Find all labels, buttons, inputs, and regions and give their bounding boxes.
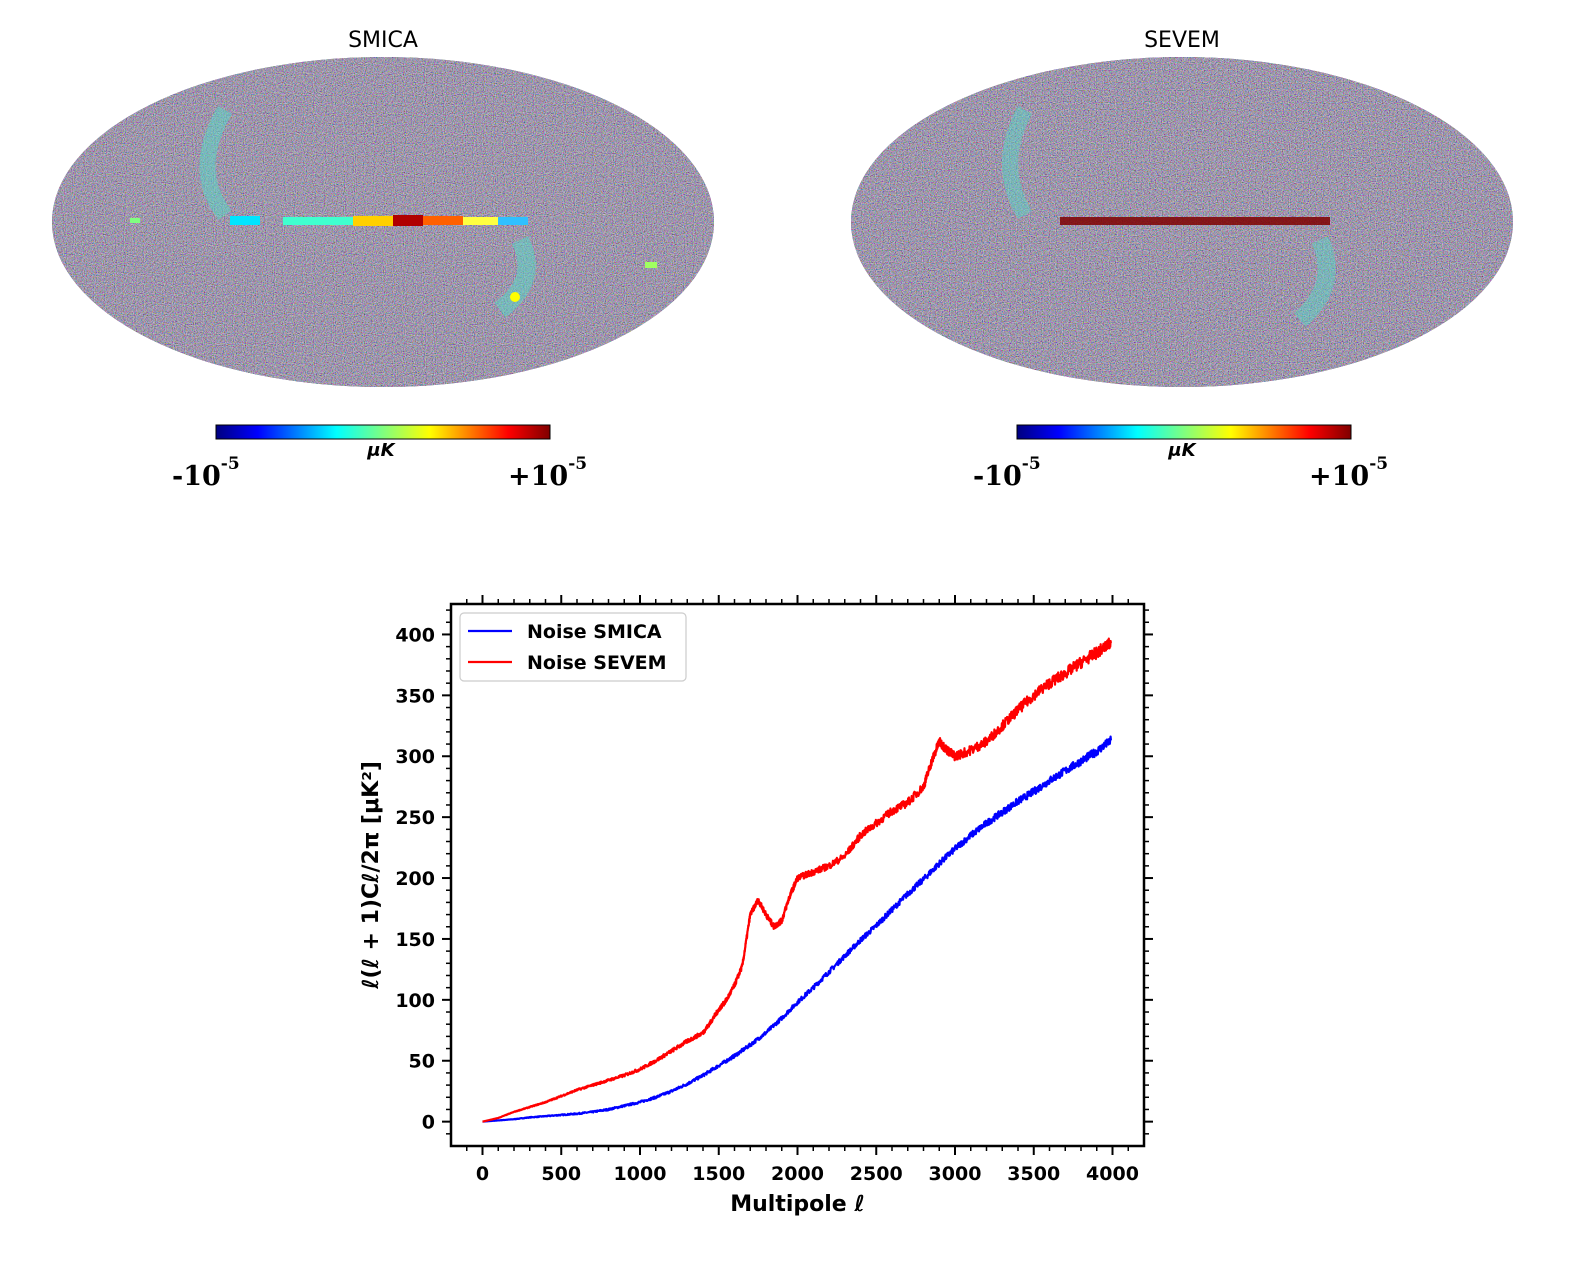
smica-colorbar-min: -10-5 — [172, 454, 240, 492]
y-tick-label: 100 — [395, 990, 435, 1012]
y-tick-label: 50 — [409, 1051, 435, 1073]
sevem-colorbar-max: +10-5 — [1309, 454, 1388, 492]
smica-colorbar-unit: μK — [366, 440, 396, 461]
sevem-sky — [851, 57, 1513, 387]
y-tick-label: 0 — [422, 1112, 435, 1134]
smica-map-title: SMICA — [348, 28, 418, 53]
y-tick-label: 400 — [395, 624, 435, 646]
x-tick-label: 500 — [541, 1163, 581, 1185]
series-noise-smica — [481, 735, 1113, 1123]
sevem-map: SEVEM μK -10-5 +10-5 — [851, 28, 1513, 492]
plot-frame — [449, 602, 1146, 1148]
chart-series — [481, 637, 1113, 1123]
legend-label: Noise SMICA — [527, 621, 662, 643]
sevem-galactic-plane — [1060, 217, 1330, 225]
x-tick-label: 3500 — [1007, 1163, 1060, 1185]
x-tick-label: 1500 — [692, 1163, 745, 1185]
sevem-colorbar-min: -10-5 — [973, 454, 1041, 492]
series-line — [481, 735, 1113, 1123]
x-tick-label: 4000 — [1086, 1163, 1139, 1185]
smica-map: SMICA μK -10-5 +10-5 — [52, 28, 714, 492]
x-tick-label: 2000 — [771, 1163, 824, 1185]
x-tick-label: 2500 — [850, 1163, 903, 1185]
x-tick-label: 0 — [476, 1163, 489, 1185]
y-tick-label: 350 — [395, 685, 435, 707]
legend-label: Noise SEVEM — [527, 652, 667, 674]
series-noise-sevem — [481, 637, 1113, 1123]
chart-legend: Noise SMICA Noise SEVEM — [459, 612, 687, 682]
series-line — [481, 637, 1113, 1123]
x-axis-label: Multipole ℓ — [730, 1192, 865, 1217]
maps-panel: SMICA μK -10-5 +10-5 — [52, 28, 1513, 492]
y-axis-label: ℓ(ℓ + 1)Cℓ/2π [μK²] — [359, 761, 384, 990]
y-tick-label: 250 — [395, 807, 435, 829]
x-tick-label: 1000 — [614, 1163, 667, 1185]
y-tick-label: 300 — [395, 746, 435, 768]
smica-colorbar — [215, 424, 551, 440]
smica-sky — [52, 57, 714, 387]
sevem-colorbar — [1016, 424, 1352, 440]
chart-ticks: 0 500 1000 1500 2000 2500 3000 3500 4000 0 50 100 15… — [395, 595, 1153, 1185]
sevem-map-title: SEVEM — [1144, 28, 1220, 53]
smica-galactic-plane — [130, 215, 657, 302]
x-tick-label: 3000 — [929, 1163, 982, 1185]
y-tick-label: 200 — [395, 868, 435, 890]
legend-box — [459, 612, 687, 682]
sevem-colorbar-unit: μK — [1167, 440, 1197, 461]
noise-power-spectrum-chart: 0 500 1000 1500 2000 2500 3000 3500 4000 0 50 100 15… — [359, 595, 1153, 1217]
y-tick-label: 150 — [395, 929, 435, 951]
smica-colorbar-max: +10-5 — [508, 454, 587, 492]
